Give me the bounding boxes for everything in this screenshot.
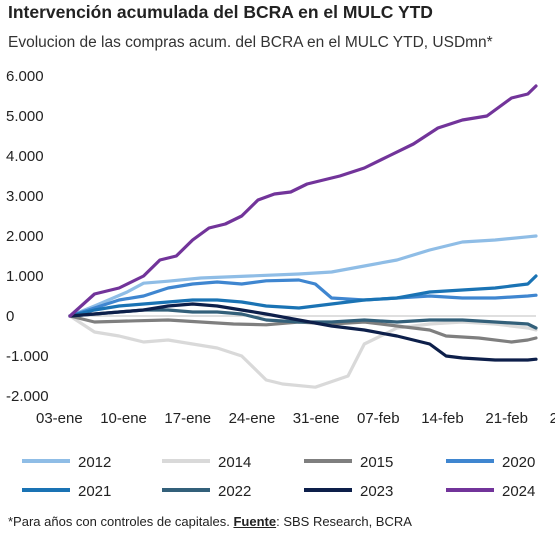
y-tick-label: -1.000 bbox=[6, 348, 49, 365]
series-line-2020 bbox=[68, 278, 538, 318]
legend-label-2024: 2024 bbox=[502, 483, 535, 500]
series-lines bbox=[68, 84, 538, 389]
footnote-source-text: : SBS Research, BCRA bbox=[276, 514, 412, 529]
legend-label-2014: 2014 bbox=[218, 454, 251, 471]
chart-subtitle: Evolucion de las compras acum. del BCRA … bbox=[8, 34, 493, 51]
legend-label-2021: 2021 bbox=[78, 483, 111, 500]
y-tick-label: 4.000 bbox=[6, 148, 44, 165]
legend-label-2022: 2022 bbox=[218, 483, 251, 500]
series-line-2023 bbox=[68, 302, 538, 362]
series-line-2024 bbox=[68, 84, 538, 318]
x-tick-label: 24-ene bbox=[229, 410, 276, 427]
x-tick-label: 10-ene bbox=[100, 410, 147, 427]
y-tick-label: 0 bbox=[6, 308, 14, 325]
legend-label-2015: 2015 bbox=[360, 454, 393, 471]
series-line-2021 bbox=[68, 274, 538, 318]
x-tick-label: 31-ene bbox=[293, 410, 340, 427]
chart-title: Intervención acumulada del BCRA en el MU… bbox=[8, 2, 433, 22]
x-tick-label: 17-ene bbox=[164, 410, 211, 427]
y-tick-label: 6.000 bbox=[6, 68, 44, 85]
y-axis: 6.000 5.000 4.000 3.000 2.000 1.000 0 -1.000 -2.… bbox=[6, 68, 49, 405]
legend-label-2020: 2020 bbox=[502, 454, 535, 471]
legend: 2012 2014 2015 2020 2021 2022 2023 2024 bbox=[22, 454, 535, 500]
series-line-2012 bbox=[68, 234, 538, 318]
y-tick-label: 5.000 bbox=[6, 108, 44, 125]
x-tick-label: 21-feb bbox=[485, 410, 528, 427]
series-line-2022 bbox=[68, 308, 538, 330]
y-tick-label: -2.000 bbox=[6, 388, 49, 405]
y-tick-label: 2.000 bbox=[6, 228, 44, 245]
footnote-prefix: *Para años con controles de capitales. bbox=[8, 514, 234, 529]
x-axis: 03-ene 10-ene 17-ene 24-ene 31-ene 07-feb 14-f… bbox=[36, 410, 555, 427]
series-line-2014 bbox=[68, 314, 538, 389]
y-tick-label: 3.000 bbox=[6, 188, 44, 205]
x-tick-label: 03-ene bbox=[36, 410, 83, 427]
line-chart: 6.000 5.000 4.000 3.000 2.000 1.000 0 -1.000 -2.… bbox=[6, 68, 555, 500]
footnote-source-label: Fuente bbox=[233, 514, 277, 529]
x-tick-label: 14-feb bbox=[421, 410, 464, 427]
series-line-2015 bbox=[68, 314, 538, 344]
x-tick-label: 28-feb bbox=[550, 410, 555, 427]
x-tick-label: 07-feb bbox=[357, 410, 400, 427]
footnote: *Para años con controles de capitales. F… bbox=[8, 514, 412, 529]
y-tick-label: 1.000 bbox=[6, 268, 44, 285]
legend-label-2012: 2012 bbox=[78, 454, 111, 471]
legend-label-2023: 2023 bbox=[360, 483, 393, 500]
